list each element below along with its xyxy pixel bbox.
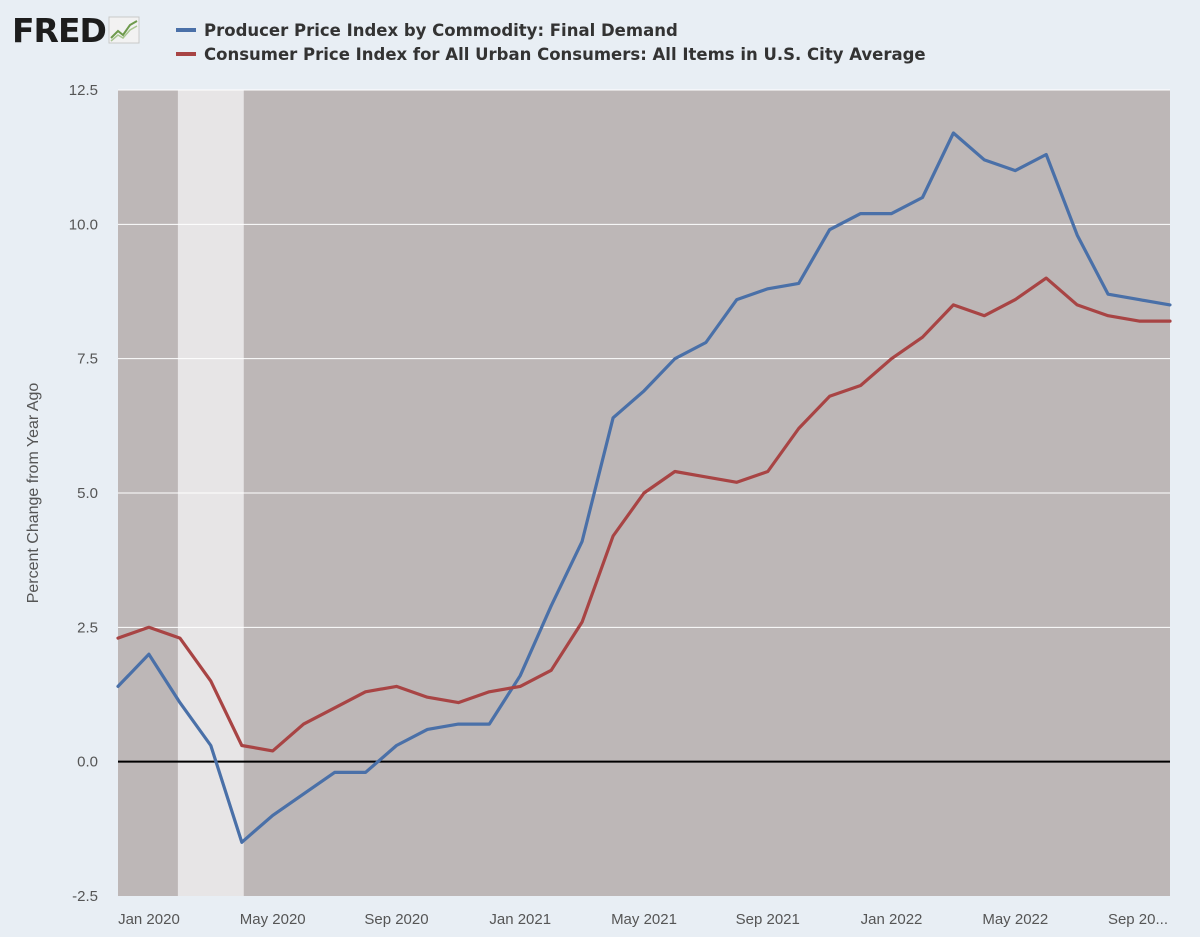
y-tick-label: 0.0 [77, 754, 98, 771]
x-tick-label: Jan 2021 [489, 911, 551, 928]
x-axis-ticks: Jan 2020 May 2020 Sep 2020 Jan 2021 May 2021… [118, 911, 1168, 928]
legend-swatch-cpi [176, 52, 196, 56]
legend-swatch-ppi [176, 28, 196, 32]
x-tick-label: Sep 2021 [736, 911, 800, 928]
x-tick-label: May 2020 [240, 911, 306, 928]
y-tick-label: 2.5 [77, 619, 98, 636]
x-tick-label: Sep 2020 [364, 911, 428, 928]
x-tick-label: Sep 20... [1108, 911, 1168, 928]
y-tick-label: 12.5 [69, 82, 98, 99]
series-line-cpi[interactable] [116, 276, 1172, 753]
y-tick-label: 5.0 [77, 485, 98, 502]
y-axis-label: Percent Change from Year Ago [25, 383, 42, 604]
chart-legend: Producer Price Index by Commodity: Final… [176, 18, 926, 66]
legend-item-cpi[interactable]: Consumer Price Index for All Urban Consu… [176, 42, 926, 66]
chart-header: FRED Producer Price Index by Commodity: … [0, 0, 1200, 80]
legend-label-ppi: Producer Price Index by Commodity: Final… [204, 20, 678, 40]
fred-logo[interactable]: FRED [12, 10, 140, 50]
y-tick-label: 10.0 [69, 216, 98, 233]
legend-label-cpi: Consumer Price Index for All Urban Consu… [204, 44, 926, 64]
x-tick-label: Jan 2020 [118, 911, 180, 928]
y-tick-label: 7.5 [77, 351, 98, 368]
x-tick-label: Jan 2022 [861, 911, 923, 928]
logo-text: FRED [12, 10, 107, 50]
legend-item-ppi[interactable]: Producer Price Index by Commodity: Final… [176, 18, 926, 42]
series-layer [116, 131, 1172, 844]
series-line-ppi[interactable] [116, 131, 1172, 844]
line-chart-icon [108, 16, 140, 44]
y-axis-ticks: 12.5 10.0 7.5 5.0 2.5 0.0 -2.5 [69, 82, 98, 905]
y-tick-label: -2.5 [72, 888, 98, 905]
x-tick-label: May 2021 [611, 911, 677, 928]
x-tick-label: May 2022 [982, 911, 1048, 928]
